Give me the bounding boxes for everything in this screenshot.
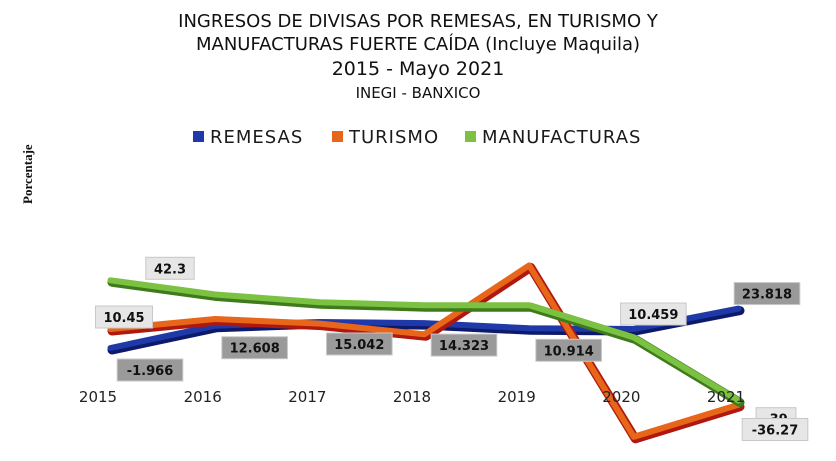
y-axis-label: Porcentaje <box>20 144 35 204</box>
data-label-box <box>535 338 602 362</box>
legend-label-manufacturas: MANUFACTURAS <box>482 127 641 148</box>
series-layer <box>107 262 745 444</box>
data-label-text: 15.042 <box>334 338 384 353</box>
data-label-manufacturas-2021: -36.27 <box>741 417 809 441</box>
x-tick-2016: 2016 <box>184 388 222 406</box>
data-label-box <box>620 302 687 326</box>
data-label-remesas-2021: 23.818 <box>733 282 801 306</box>
title-line-2: MANUFACTURAS FUERTE CAÍDA (Incluye Maqui… <box>196 33 640 55</box>
data-label-text: 10.914 <box>544 344 594 359</box>
data-label-remesas-2018: 14.323 <box>430 333 498 357</box>
data-label-text: 12.608 <box>230 342 280 357</box>
title-line-1: INGRESOS DE DIVISAS POR REMESAS, EN TURI… <box>178 11 659 32</box>
data-label-remesas-2020: 10.459 <box>620 302 687 326</box>
data-label-box <box>326 332 393 356</box>
data-labels: -1.966 12.608 15.042 14.323 10.914 10.459 23.8… <box>95 256 809 441</box>
title-line-3: 2015 - Mayo 2021 <box>332 58 505 80</box>
legend-swatch-turismo <box>332 131 343 142</box>
legend-swatch-remesas <box>193 131 204 142</box>
data-label-remesas-2017: 15.042 <box>326 332 393 356</box>
series-line-turismo <box>107 262 742 440</box>
data-label-remesas-2019: 10.914 <box>535 338 602 362</box>
chart-title: INGRESOS DE DIVISAS POR REMESAS, EN TURI… <box>178 11 659 102</box>
data-label-box <box>95 305 153 329</box>
data-label-box <box>116 358 184 382</box>
subtitle: INEGI - BANXICO <box>356 84 481 102</box>
data-label-text: -1.966 <box>127 364 174 379</box>
data-label-remesas-2016: 12.608 <box>221 336 288 360</box>
x-tick-2015: 2015 <box>79 388 117 406</box>
data-label-text: 10.459 <box>628 308 678 323</box>
x-tick-2020: 2020 <box>602 388 640 406</box>
data-label-remesas-2015: -1.966 <box>116 358 184 382</box>
series-line-manufacturas <box>107 277 742 404</box>
data-label-box <box>741 417 809 441</box>
data-label-manufacturas-2015: 42.3 <box>145 256 195 280</box>
x-tick-2021: 2021 <box>707 388 745 406</box>
x-axis-ticks: 2015 2016 2017 2018 2019 2020 2021 <box>79 388 745 406</box>
legend-label-turismo: TURISMO <box>348 127 439 148</box>
legend: REMESAS TURISMO MANUFACTURAS <box>193 127 641 148</box>
data-label-text: 42.3 <box>154 262 186 277</box>
data-label-box <box>221 336 288 360</box>
series-turismo <box>107 262 745 444</box>
x-tick-2017: 2017 <box>288 388 326 406</box>
data-label-box <box>733 282 801 306</box>
data-label-text: 10.45 <box>103 311 144 326</box>
series-remesas <box>107 305 745 355</box>
data-label-text: 23.818 <box>742 288 792 303</box>
data-label-turismo-2015: 10.45 <box>95 305 153 329</box>
series-line-remesas <box>107 305 742 351</box>
data-label-box <box>145 256 195 280</box>
data-label-text: -36.27 <box>752 423 799 438</box>
x-tick-2019: 2019 <box>498 388 536 406</box>
legend-swatch-manufacturas <box>465 131 476 142</box>
legend-label-remesas: REMESAS <box>210 127 303 148</box>
x-tick-2018: 2018 <box>393 388 431 406</box>
data-label-text: 14.323 <box>439 339 489 354</box>
series-manufacturas <box>107 277 745 407</box>
data-label-box <box>430 333 498 357</box>
